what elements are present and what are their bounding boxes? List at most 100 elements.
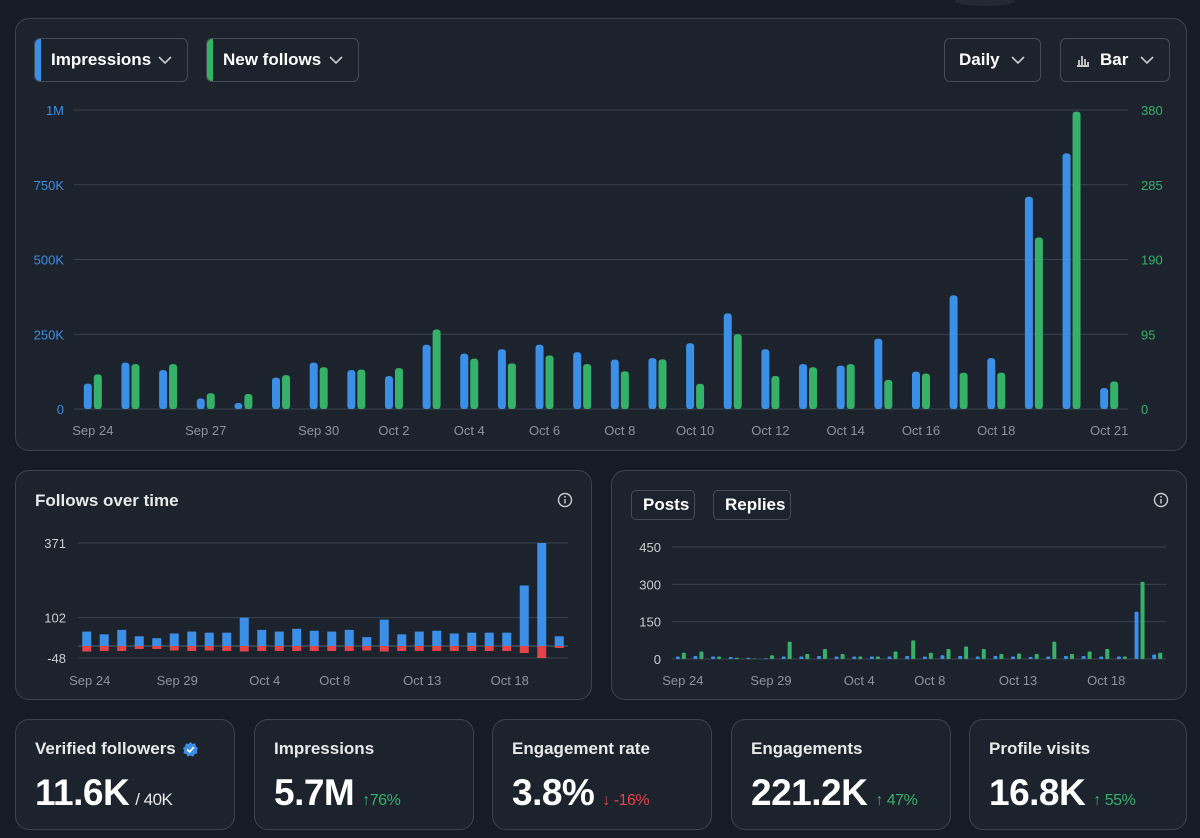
replies-bar (699, 651, 704, 659)
info-icon[interactable] (557, 492, 573, 508)
replies-bar (946, 649, 951, 659)
replies-bar (875, 656, 880, 659)
metric1-dropdown[interactable]: Impressions (34, 38, 188, 82)
posts-bar (675, 656, 680, 659)
chart-type-label: Bar (1100, 50, 1129, 69)
impressions-bar (347, 370, 356, 409)
impressions-bar (497, 349, 506, 409)
metric2-dropdown[interactable]: New follows (206, 38, 359, 82)
impressions-bar (761, 349, 770, 409)
x-tick-label: Oct 8 (914, 673, 945, 688)
posts-bar (905, 656, 910, 659)
new-follows-bar (432, 329, 441, 409)
x-tick-label: Oct 13 (999, 673, 1037, 688)
new-follows-bar (319, 367, 328, 409)
follows-bar (344, 629, 354, 646)
new-follows-bar (1072, 111, 1081, 410)
period-dropdown[interactable]: Daily (944, 38, 1041, 82)
replies-bar (1087, 651, 1092, 659)
arrow-up-icon: ↑ (362, 792, 370, 809)
unfollows-bar (292, 646, 302, 651)
follows-bar (82, 631, 92, 646)
replies-bar (981, 649, 986, 659)
replies-bar (858, 656, 863, 659)
unfollows-bar (117, 646, 127, 651)
unfollows-bar (134, 646, 144, 649)
chart-type-dropdown[interactable]: Bar (1060, 38, 1170, 82)
x-tick-label: Oct 6 (529, 423, 560, 438)
replies-legend[interactable]: Replies (713, 490, 791, 520)
posts-bar (693, 656, 698, 659)
impressions-bar (272, 377, 281, 409)
follows-bar (362, 637, 372, 646)
impressions-bar (573, 352, 582, 409)
stat-card-profile-visits[interactable]: Profile visits 16.8K ↑ 55% (969, 719, 1187, 830)
posts-bar (764, 658, 769, 659)
y-left-tick-label: 500K (34, 253, 65, 268)
info-icon[interactable] (1153, 492, 1169, 508)
follows-bar (414, 631, 424, 646)
chevron-down-icon (158, 56, 172, 65)
x-tick-label: Sep 29 (750, 673, 791, 688)
y-tick-label: 150 (639, 615, 661, 630)
stat-card-verified-followers[interactable]: Verified followers 11.6K / 40K (15, 719, 235, 830)
follows-title: Follows over time (35, 491, 179, 510)
metric1-color-indicator (35, 39, 41, 81)
impressions-bar (121, 362, 130, 409)
new-follows-bar (997, 372, 1006, 409)
stat-card-engagements[interactable]: Engagements 221.2K ↑ 47% (731, 719, 951, 830)
posts-bar (1152, 654, 1157, 659)
arrow-up-icon: ↑ (875, 792, 887, 809)
stat-label: Engagement rate (512, 739, 650, 758)
new-follows-bar (131, 364, 140, 409)
follows-bar (134, 636, 144, 646)
posts-replies-chart: 0 150 300 450 Sep 24 Sep 29 Oct 4 Oct 8 Oct 13 Oc… (639, 540, 1166, 688)
impressions-bar (1024, 196, 1033, 409)
posts-bar (1116, 656, 1121, 659)
x-tick-label: Oct 8 (319, 673, 350, 688)
new-follows-bar (507, 363, 516, 409)
x-tick-label: Oct 18 (977, 423, 1015, 438)
stat-change: ↑ 47% (875, 792, 917, 809)
posts-bar (922, 656, 927, 659)
x-tick-label: Sep 27 (185, 423, 226, 438)
replies-bar (1017, 653, 1022, 659)
posts-bar (1011, 656, 1016, 659)
stat-card-impressions[interactable]: Impressions 5.7M ↑76% (254, 719, 474, 830)
follows-bar (379, 619, 389, 646)
replies-bar (840, 654, 845, 659)
top-shadow (955, 0, 1015, 6)
new-follows-bar (169, 364, 178, 409)
posts-bar (869, 656, 874, 659)
posts-bar (940, 655, 945, 659)
unfollows-bar (187, 646, 197, 651)
unfollows-bar (169, 646, 179, 651)
x-tick-label: Sep 30 (298, 423, 339, 438)
impressions-bar (949, 295, 958, 409)
follows-bar (309, 630, 319, 646)
stat-value-text: 5.7M (274, 772, 355, 813)
posts-legend[interactable]: Posts (631, 490, 695, 520)
impressions-bar (384, 376, 393, 409)
posts-bar (834, 656, 839, 659)
new-follows-bar (809, 367, 818, 409)
period-label: Daily (959, 50, 1000, 69)
x-tick-label: Oct 2 (378, 423, 409, 438)
x-tick-label: Sep 24 (72, 423, 113, 438)
replies-bar (770, 655, 775, 659)
unfollows-bar (379, 646, 389, 652)
x-tick-label: Oct 4 (454, 423, 485, 438)
posts-bar (975, 656, 980, 659)
replies-bar (787, 641, 792, 659)
follows-bar (449, 633, 459, 646)
x-tick-label: Oct 10 (676, 423, 714, 438)
stat-change-text: 76% (369, 792, 401, 809)
chevron-down-icon (1011, 56, 1025, 65)
follows-bar (432, 630, 442, 646)
unfollows-bar (222, 646, 232, 651)
impressions-bar (196, 398, 205, 409)
stat-card-engagement-rate[interactable]: Engagement rate 3.8% ↓ -16% (492, 719, 712, 830)
replies-bar (717, 656, 722, 659)
bar-chart-icon (1077, 56, 1089, 67)
replies-bar (893, 651, 898, 659)
